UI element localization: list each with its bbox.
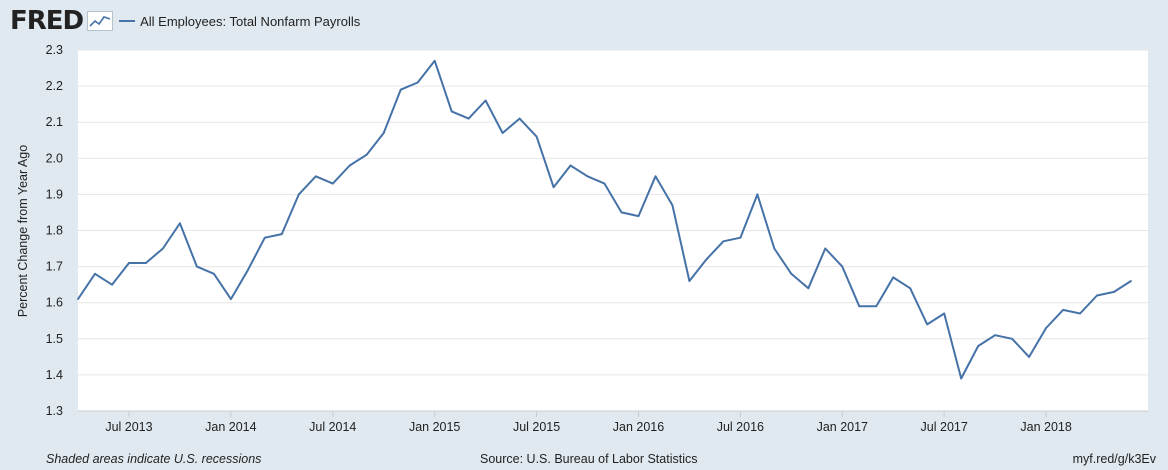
y-tick-label: 1.8: [46, 224, 63, 238]
y-axis: 1.3 1.4 1.5 1.6 1.7 1.8 1.9 2.0 2.1 2.2 2.3: [46, 43, 63, 418]
legend-swatch: [119, 20, 136, 22]
data-point[interactable]: [773, 247, 776, 250]
data-point[interactable]: [1130, 280, 1132, 282]
data-point[interactable]: [1113, 290, 1115, 293]
data-point[interactable]: [1045, 327, 1047, 329]
y-tick-label: 1.6: [46, 296, 63, 310]
data-point[interactable]: [790, 272, 793, 275]
legend[interactable]: All Employees: Total Nonfarm Payrolls: [119, 14, 360, 29]
data-point[interactable]: [501, 132, 504, 134]
x-tick-label: Jul 2017: [921, 420, 968, 434]
data-point[interactable]: [1062, 309, 1064, 311]
data-point[interactable]: [145, 262, 147, 264]
data-point[interactable]: [1079, 312, 1081, 315]
recession-note: Shaded areas indicate U.S. recessions: [46, 452, 262, 466]
x-tick-label: Jan 2015: [409, 420, 460, 434]
x-tick-label: Jul 2015: [513, 420, 560, 434]
data-point[interactable]: [467, 117, 470, 120]
data-point[interactable]: [348, 164, 351, 167]
series-group: [77, 59, 1132, 380]
data-point[interactable]: [535, 135, 538, 138]
x-axis: Jul 2013 Jan 2014 Jul 2014 Jan 2015 Jul 2015…: [78, 410, 1148, 434]
x-tick-label: Jul 2016: [717, 420, 764, 434]
chart-header: FRED All Employees: Total Nonfarm Payrol…: [10, 6, 360, 36]
y-axis-title: Percent Change from Year Ago: [16, 145, 30, 317]
short-link[interactable]: myf.red/g/k3Ev: [1072, 452, 1156, 466]
x-tick-label: Jan 2018: [1020, 420, 1071, 434]
data-point[interactable]: [229, 298, 232, 300]
data-point[interactable]: [518, 117, 521, 120]
data-point[interactable]: [263, 236, 266, 239]
data-point[interactable]: [569, 164, 572, 167]
fred-mini-chart-icon: [87, 11, 114, 31]
data-point[interactable]: [977, 345, 980, 347]
data-point[interactable]: [212, 272, 215, 275]
data-point[interactable]: [586, 175, 589, 178]
data-point[interactable]: [722, 240, 725, 243]
data-point[interactable]: [246, 269, 249, 272]
data-point[interactable]: [365, 153, 368, 156]
data-point[interactable]: [314, 175, 317, 178]
y-tick-label: 1.4: [46, 368, 63, 382]
data-point[interactable]: [77, 298, 79, 300]
y-tick-label: 1.5: [46, 332, 63, 346]
x-tick-label: Jul 2014: [309, 420, 356, 434]
data-point[interactable]: [943, 312, 946, 315]
data-point[interactable]: [994, 334, 997, 337]
data-point[interactable]: [416, 81, 419, 84]
legend-label: All Employees: Total Nonfarm Payrolls: [140, 13, 361, 29]
data-point[interactable]: [960, 377, 963, 380]
source-credit: Source: U.S. Bureau of Labor Statistics: [480, 452, 698, 466]
data-point[interactable]: [1011, 337, 1014, 340]
data-point[interactable]: [705, 258, 708, 261]
data-point[interactable]: [807, 287, 810, 290]
data-point[interactable]: [739, 236, 742, 239]
y-tick-label: 2.2: [46, 79, 63, 93]
data-point[interactable]: [382, 132, 385, 134]
data-point[interactable]: [875, 305, 878, 308]
data-point[interactable]: [331, 182, 334, 185]
data-point[interactable]: [892, 276, 895, 279]
data-point[interactable]: [128, 262, 130, 264]
data-point[interactable]: [1096, 294, 1098, 297]
data-point[interactable]: [637, 215, 640, 217]
data-point[interactable]: [1028, 355, 1031, 358]
data-point[interactable]: [756, 193, 759, 196]
data-point[interactable]: [858, 305, 861, 308]
data-point[interactable]: [688, 280, 691, 282]
data-point[interactable]: [671, 204, 674, 207]
y-tick-label: 1.7: [46, 260, 63, 274]
data-point[interactable]: [824, 247, 827, 250]
data-point[interactable]: [111, 283, 113, 286]
data-point[interactable]: [195, 265, 198, 268]
data-point[interactable]: [926, 323, 929, 326]
y-tick-label: 2.3: [46, 43, 63, 57]
data-point[interactable]: [909, 287, 912, 290]
x-tick-label: Jan 2016: [613, 420, 664, 434]
fred-logo[interactable]: FRED: [10, 6, 84, 36]
data-point[interactable]: [162, 247, 164, 250]
data-point[interactable]: [297, 193, 300, 196]
data-point[interactable]: [620, 211, 623, 214]
data-point[interactable]: [603, 182, 606, 185]
data-point[interactable]: [94, 272, 96, 275]
data-point[interactable]: [484, 99, 487, 102]
y-tick-label: 1.9: [46, 187, 63, 201]
data-point[interactable]: [841, 265, 844, 268]
x-tick-label: Jul 2013: [105, 420, 152, 434]
x-tick-label: Jan 2014: [205, 420, 256, 434]
data-point[interactable]: [179, 222, 181, 225]
x-tick-label: Jan 2017: [817, 420, 868, 434]
y-tick-label: 1.3: [46, 404, 63, 418]
data-point[interactable]: [450, 110, 453, 113]
y-tick-label: 2.0: [46, 151, 63, 165]
y-tick-label: 2.1: [46, 115, 63, 129]
data-point[interactable]: [280, 233, 283, 236]
data-point[interactable]: [399, 88, 402, 91]
data-point[interactable]: [654, 175, 657, 178]
data-point[interactable]: [552, 186, 555, 189]
data-point[interactable]: [433, 59, 436, 62]
